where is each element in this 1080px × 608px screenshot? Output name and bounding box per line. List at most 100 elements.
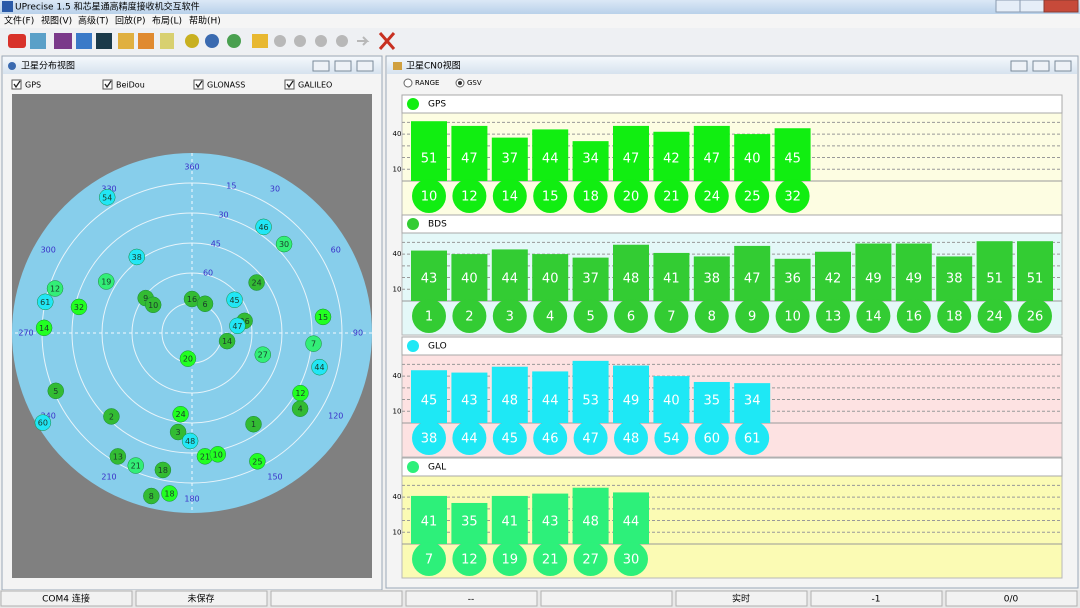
tool-button[interactable] xyxy=(96,33,112,49)
satellite-marker[interactable] xyxy=(248,274,265,291)
checkbox[interactable] xyxy=(284,79,295,90)
satellite-marker[interactable] xyxy=(311,358,328,376)
cn0-bar xyxy=(451,502,488,544)
cn0-bar xyxy=(411,370,447,423)
panel-minimize[interactable] xyxy=(312,60,330,72)
tool-button[interactable] xyxy=(138,33,154,49)
status-cell xyxy=(540,590,673,607)
tool-button[interactable] xyxy=(274,35,286,47)
satellite-marker[interactable] xyxy=(254,346,272,363)
satellite-marker[interactable] xyxy=(209,446,227,463)
satellite-marker[interactable] xyxy=(103,408,120,425)
tool-button[interactable] xyxy=(378,32,396,50)
check-mark xyxy=(195,80,203,89)
prn-label: 15 xyxy=(542,190,559,205)
group-color-dot xyxy=(407,218,419,230)
tool-button[interactable] xyxy=(30,33,46,49)
tool-button[interactable] xyxy=(336,35,348,47)
prn-badge xyxy=(654,299,689,333)
maximize-button[interactable] xyxy=(1019,0,1045,13)
prn-label: 26 xyxy=(1027,310,1044,325)
satellite-prn: 1 xyxy=(251,420,256,429)
satellite-marker[interactable] xyxy=(226,291,243,309)
tool-button[interactable] xyxy=(252,34,268,48)
checkbox[interactable] xyxy=(102,79,113,90)
satellite-marker[interactable] xyxy=(291,400,309,417)
cn0-bar xyxy=(451,125,488,181)
cn0-bar xyxy=(451,254,488,301)
panel-title: 卫星CN0视图 xyxy=(406,60,461,72)
satellite-marker[interactable] xyxy=(47,382,65,400)
satellite-marker[interactable] xyxy=(196,295,214,313)
satellite-prn: 44 xyxy=(314,363,324,372)
tool-button[interactable] xyxy=(160,33,174,49)
menu-item[interactable]: 回放(P) xyxy=(115,15,145,27)
panel-close[interactable] xyxy=(356,60,374,72)
cn0-bar xyxy=(613,492,649,544)
satellite-marker[interactable] xyxy=(305,335,322,352)
satellite-marker[interactable] xyxy=(314,308,332,326)
menu-item[interactable]: 布局(L) xyxy=(152,15,182,27)
menu-item[interactable]: 视图(V) xyxy=(41,15,72,27)
satellite-marker[interactable] xyxy=(161,485,178,502)
menu-item[interactable]: 文件(F) xyxy=(4,15,34,27)
satellite-marker[interactable] xyxy=(98,273,115,290)
satellite-marker[interactable] xyxy=(144,296,162,314)
tool-button[interactable] xyxy=(8,34,26,48)
cn0-value: 48 xyxy=(582,515,599,530)
satellite-marker[interactable] xyxy=(128,248,145,266)
cn0-value: 41 xyxy=(502,515,519,530)
satellite-marker[interactable] xyxy=(46,280,64,297)
panel-maximize[interactable] xyxy=(334,60,352,72)
panel-icon xyxy=(393,62,402,70)
checkbox[interactable] xyxy=(11,79,22,90)
cn0-value: 35 xyxy=(704,394,721,409)
cn0-bar xyxy=(693,256,730,301)
tool-button[interactable] xyxy=(54,33,72,49)
checkbox[interactable] xyxy=(193,79,204,90)
prn-badge xyxy=(492,299,527,333)
satellite-marker[interactable] xyxy=(245,415,262,433)
group-name: GLO xyxy=(428,342,447,352)
tool-button[interactable] xyxy=(76,33,92,49)
prn-label: 38 xyxy=(421,432,438,447)
satellite-marker[interactable] xyxy=(249,453,266,470)
satellite-marker[interactable] xyxy=(35,319,53,337)
satellite-marker[interactable] xyxy=(169,423,187,441)
prn-badge xyxy=(654,179,689,213)
tool-button[interactable] xyxy=(205,34,219,48)
satellite-marker[interactable] xyxy=(34,414,52,431)
satellite-marker[interactable] xyxy=(70,298,88,316)
tool-button[interactable] xyxy=(315,35,327,47)
satellite-marker[interactable] xyxy=(109,448,127,465)
tool-button[interactable] xyxy=(185,34,199,48)
satellite-marker[interactable] xyxy=(255,218,272,236)
satellite-marker[interactable] xyxy=(172,405,189,423)
satellite-marker[interactable] xyxy=(275,235,293,253)
satellite-prn: 32 xyxy=(74,303,84,312)
panel-close[interactable] xyxy=(1054,60,1072,72)
satellite-marker[interactable] xyxy=(143,487,160,505)
prn-label: 45 xyxy=(502,432,519,447)
satellite-marker[interactable] xyxy=(98,189,116,206)
cn0-bar xyxy=(411,495,447,544)
satellite-marker[interactable] xyxy=(229,317,246,335)
satellite-marker[interactable] xyxy=(154,461,172,479)
satellite-marker[interactable] xyxy=(179,350,197,367)
tool-button[interactable] xyxy=(357,36,370,46)
radio-button[interactable] xyxy=(403,78,413,88)
prn-badge xyxy=(816,299,850,333)
menu-item[interactable]: 帮助(H) xyxy=(189,15,221,27)
panel-minimize[interactable] xyxy=(1010,60,1028,72)
satellite-marker[interactable] xyxy=(181,432,199,450)
satellite-marker[interactable] xyxy=(127,457,144,474)
tool-button[interactable] xyxy=(118,33,134,49)
tool-button[interactable] xyxy=(294,35,306,47)
tool-button[interactable] xyxy=(227,34,241,48)
close-button[interactable] xyxy=(1043,0,1079,13)
minimize-button[interactable] xyxy=(995,0,1021,13)
satellite-marker[interactable] xyxy=(218,332,236,350)
satellite-marker[interactable] xyxy=(37,293,54,311)
menu-item[interactable]: 高级(T) xyxy=(78,15,109,27)
panel-maximize[interactable] xyxy=(1032,60,1050,72)
